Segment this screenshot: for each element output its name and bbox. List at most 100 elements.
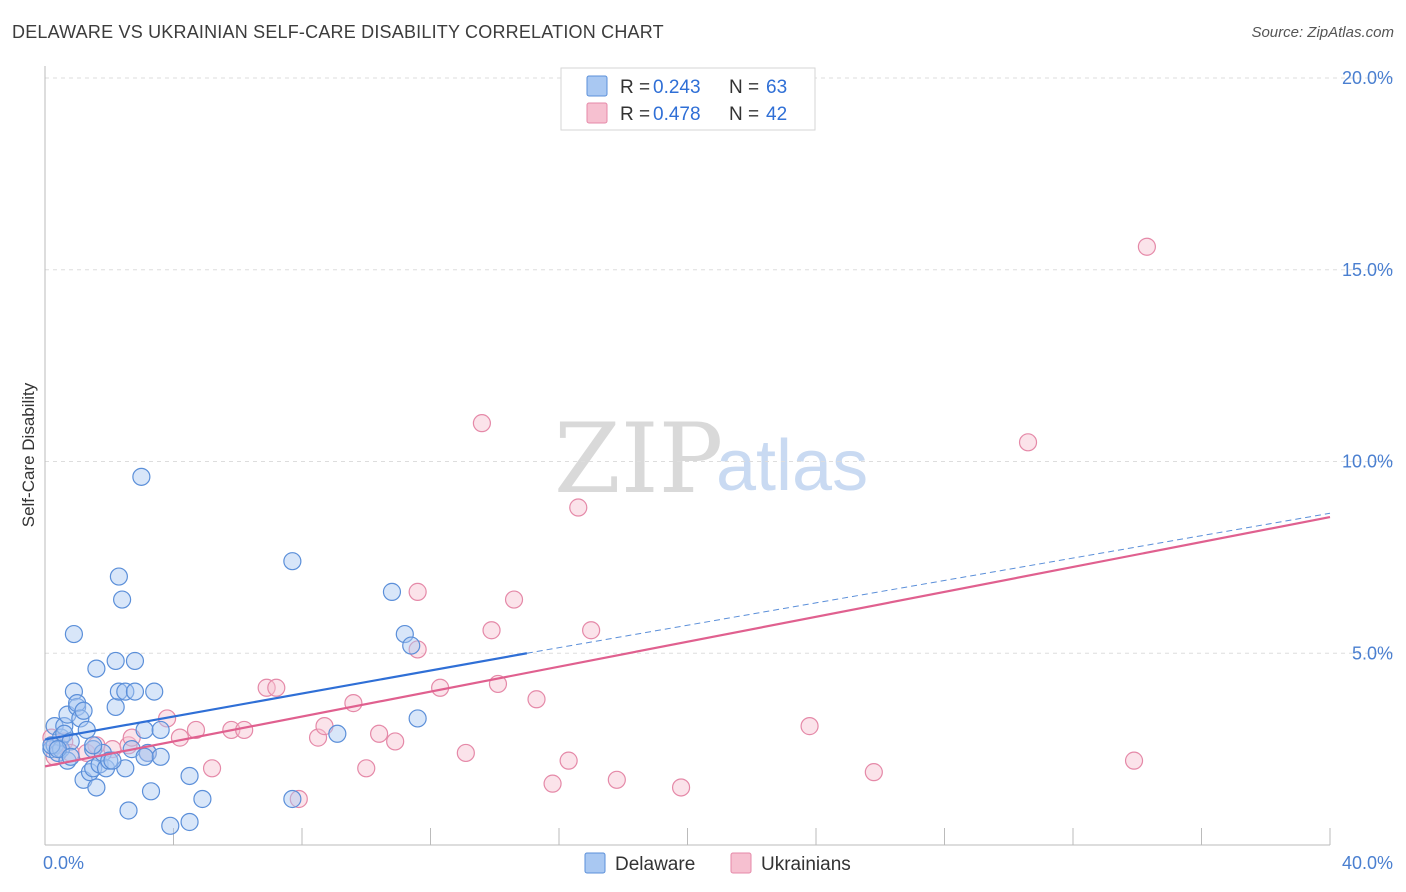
delaware-point: [180, 766, 199, 786]
legend-swatch-ukrainian: [586, 102, 608, 124]
legend-n-label-ukrainian: N =: [729, 104, 759, 125]
delaware-point: [45, 717, 64, 736]
delaware-point: [141, 782, 161, 801]
legend-r-value-delaware: 0.243: [653, 77, 701, 98]
bottom-legend-label-delaware: Delaware: [615, 854, 695, 875]
ukrainian-point: [386, 732, 405, 751]
ukrainian-point: [370, 724, 389, 743]
delaware-point: [116, 682, 135, 701]
ukrainian-point: [202, 759, 222, 778]
legend-r-label-delaware: R =: [620, 77, 650, 98]
bottom-legend: Delaware Ukrainians: [584, 852, 851, 875]
y-tick-label: 10.0%: [1342, 452, 1393, 472]
delaware-point: [283, 789, 302, 809]
delaware-point: [145, 682, 164, 701]
ukrainian-point: [582, 621, 601, 640]
delaware-point: [125, 651, 145, 671]
x-tick-label: 40.0%: [1342, 853, 1393, 873]
ukrainian-point: [170, 728, 190, 747]
watermark: ZIP atlas: [554, 403, 868, 515]
delaware-point: [119, 801, 138, 820]
delaware-point: [106, 651, 125, 671]
delaware-trend-line: [44, 652, 528, 741]
delaware-point: [408, 709, 427, 728]
legend-swatch-delaware: [586, 75, 608, 97]
delaware-point: [84, 736, 103, 755]
ukrainian-point: [267, 678, 286, 697]
bottom-legend-swatch-delaware: [584, 852, 606, 874]
watermark-atlas: atlas: [716, 426, 868, 506]
legend-r-label-ukrainian: R =: [620, 104, 650, 125]
y-axis-label: Self-Care Disability: [19, 382, 38, 527]
delaware-point: [135, 720, 154, 740]
trend-lines: [44, 512, 1331, 768]
y-tick-labels: 5.0% 10.0% 15.0% 20.0%: [1342, 68, 1393, 663]
delaware-point: [328, 724, 347, 743]
delaware-point: [193, 789, 212, 809]
ukrainian-points: [42, 237, 1156, 809]
delaware-point: [74, 701, 93, 720]
ukrainian-point: [569, 498, 588, 517]
ukrainian-point: [559, 751, 578, 770]
ukrainian-point: [472, 414, 491, 433]
legend-n-label-delaware: N =: [729, 77, 759, 98]
y-tick-label: 5.0%: [1352, 643, 1393, 663]
x-tick-labels: 0.0% 40.0%: [43, 853, 1393, 873]
delaware-point: [64, 624, 84, 644]
delaware-point: [106, 697, 125, 717]
legend-n-value-ukrainian: 42: [766, 104, 787, 125]
ukrainian-point: [1018, 433, 1038, 452]
delaware-point: [109, 682, 128, 701]
delaware-trend-extension: [526, 512, 1331, 654]
delaware-point: [382, 582, 402, 601]
ukrainian-point: [607, 770, 626, 789]
ukrainian-point: [527, 690, 546, 709]
ukrainian-point: [257, 678, 276, 697]
chart-title: DELAWARE VS UKRAINIAN SELF-CARE DISABILI…: [12, 22, 664, 42]
ukrainian-point: [456, 743, 475, 763]
ukrainian-point: [308, 728, 328, 747]
delaware-point: [161, 816, 180, 835]
ukrainian-point: [289, 789, 308, 809]
delaware-point: [103, 751, 122, 770]
delaware-point: [112, 590, 132, 609]
delaware-point: [402, 636, 421, 655]
delaware-points: [42, 467, 427, 835]
delaware-point: [151, 747, 170, 766]
ukrainian-point: [186, 720, 206, 740]
delaware-point: [180, 812, 199, 832]
ukrainian-point: [408, 582, 427, 601]
ukrainian-point: [864, 763, 883, 782]
axes: [44, 66, 1331, 846]
legend-r-value-ukrainian: 0.478: [653, 104, 701, 125]
delaware-point: [87, 659, 106, 678]
delaware-point: [132, 467, 151, 486]
legend: R = 0.243 N = 63 R = 0.478 N = 42: [560, 67, 816, 131]
ukrainian-point: [543, 774, 562, 793]
ukrainian-point: [504, 590, 524, 609]
delaware-point: [55, 717, 74, 736]
ukrainian-point: [344, 694, 363, 713]
ukrainian-point: [357, 759, 376, 778]
delaware-point: [109, 567, 128, 586]
bottom-legend-label-ukrainian: Ukrainians: [761, 854, 851, 875]
ukrainian-point: [800, 717, 819, 736]
ukrainian-trend-line: [44, 516, 1331, 768]
ukrainian-point: [1124, 751, 1144, 770]
x-tick-label: 0.0%: [43, 853, 84, 873]
delaware-point: [87, 778, 106, 797]
y-tick-label: 15.0%: [1342, 260, 1393, 280]
grid: [45, 77, 1393, 654]
ukrainian-point: [1137, 237, 1156, 256]
bottom-legend-swatch-ukrainian: [730, 852, 752, 874]
y-tick-label: 20.0%: [1342, 68, 1393, 88]
delaware-point: [64, 682, 84, 701]
delaware-point: [283, 552, 302, 571]
legend-n-value-delaware: 63: [766, 77, 787, 98]
delaware-point: [395, 624, 414, 644]
delaware-point: [151, 720, 170, 740]
source-label: Source: ZipAtlas.com: [1251, 24, 1394, 41]
delaware-point: [125, 682, 145, 701]
ukrainian-point: [671, 778, 691, 797]
